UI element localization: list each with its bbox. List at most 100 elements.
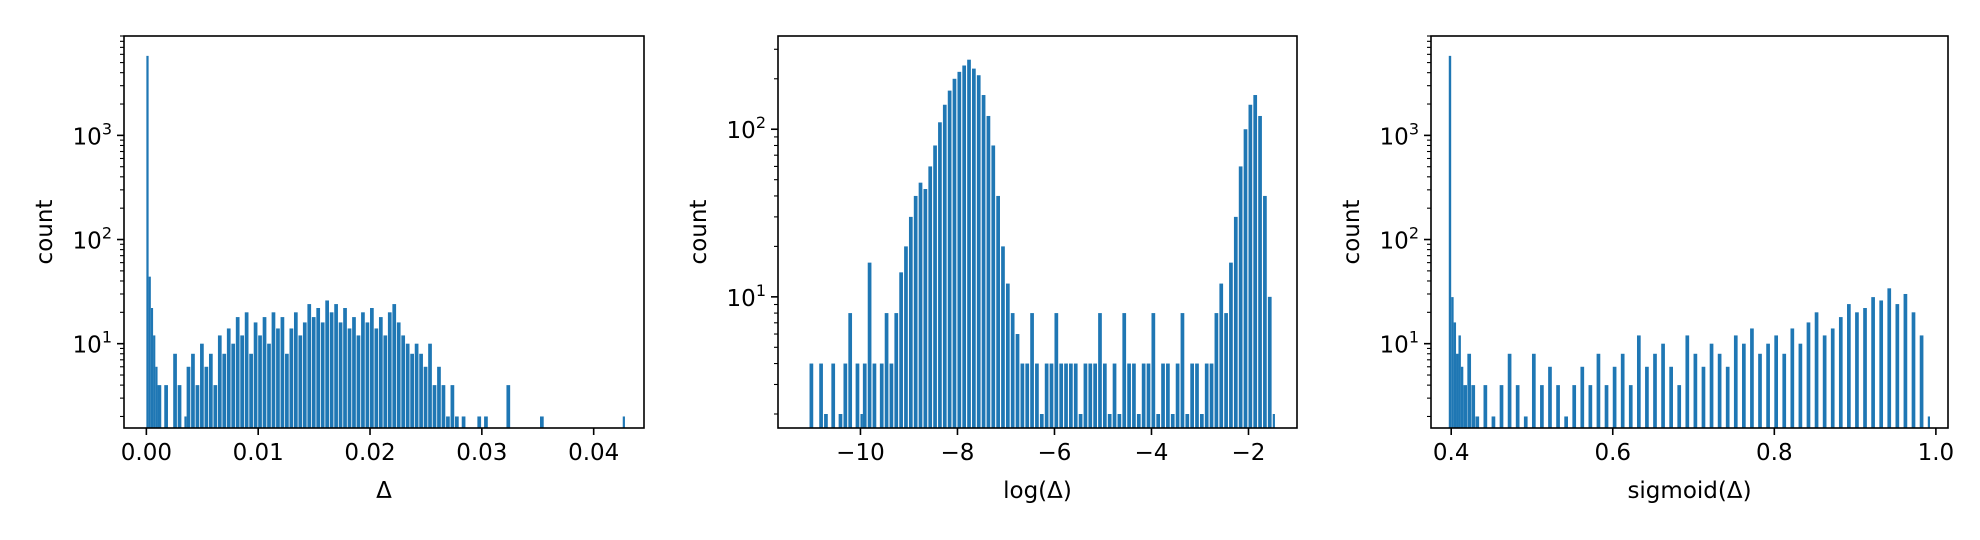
histogram-bar <box>1701 366 1706 428</box>
histogram-bar <box>1243 129 1248 428</box>
histogram-bar <box>150 308 154 428</box>
histogram-bar <box>1117 414 1122 428</box>
histogram-bar <box>622 416 625 428</box>
histogram-bar <box>298 335 303 428</box>
histogram-bar <box>258 335 262 428</box>
histogram-bar <box>1830 328 1835 428</box>
histogram-bar <box>1556 385 1560 428</box>
histogram-bar <box>1078 414 1083 428</box>
y-tick-label: 103 <box>73 119 112 150</box>
histogram-bar <box>1919 335 1924 428</box>
histogram-bar <box>1685 335 1690 428</box>
histogram-bar <box>1733 335 1738 428</box>
histogram-bar <box>862 363 867 428</box>
histogram-bar <box>186 366 191 428</box>
histogram-bar <box>410 353 414 428</box>
histogram-bar <box>1871 297 1875 428</box>
histogram-bar <box>908 216 913 428</box>
histogram-bar <box>867 262 872 428</box>
histogram-bar <box>307 304 312 428</box>
histogram-bar <box>1903 293 1908 428</box>
histogram-bars <box>146 55 625 428</box>
axes-frame <box>123 35 645 429</box>
histogram-bar <box>894 313 899 428</box>
histogram-bar <box>396 322 401 428</box>
histogram-bar <box>1180 313 1185 428</box>
histogram-bar <box>1838 317 1843 428</box>
histogram-bar <box>938 122 942 428</box>
histogram-bar <box>262 317 267 428</box>
histogram-bar <box>1448 55 1452 428</box>
x-tick-label: −4 <box>1135 440 1169 466</box>
histogram-bar <box>387 312 392 428</box>
histogram-bar <box>1523 416 1528 428</box>
y-axis-label: count <box>1339 200 1365 265</box>
histogram-bar <box>879 363 884 428</box>
histogram-bar <box>1064 363 1068 428</box>
histogram-bar <box>231 343 236 428</box>
x-tick-label: −6 <box>1038 440 1072 466</box>
histogram-bar <box>1717 353 1722 428</box>
histogram-bars <box>809 59 1275 428</box>
histogram-bar <box>1564 416 1568 428</box>
histogram-bar <box>1782 353 1787 428</box>
histogram-bar <box>1814 312 1819 428</box>
y-tick-label: 102 <box>727 113 766 144</box>
y-tick-label: 101 <box>1380 328 1419 359</box>
histogram-bar <box>213 385 218 428</box>
histogram-bar <box>455 416 459 428</box>
histogram-bar <box>1467 353 1472 428</box>
histogram-bar <box>414 343 419 428</box>
histogram-bar <box>1083 363 1088 428</box>
histogram-bar <box>343 308 347 428</box>
histogram-bar <box>352 317 356 428</box>
histogram-bar <box>1088 363 1093 428</box>
histogram-bar <box>899 272 903 428</box>
histogram-bar <box>918 182 923 428</box>
histogram-bar <box>153 335 156 428</box>
histogram-bar <box>1847 304 1851 428</box>
histogram-bar <box>235 317 240 428</box>
x-tick-label: −2 <box>1232 440 1266 466</box>
x-tick-label: 0.03 <box>456 440 507 466</box>
histogram-bar <box>222 353 227 428</box>
histogram-bar <box>1272 414 1275 428</box>
histogram-bar <box>1491 416 1496 428</box>
histogram-bar <box>1855 312 1859 428</box>
histogram-bar <box>285 353 289 428</box>
histogram-bar <box>986 115 991 428</box>
histogram-bar <box>191 353 195 428</box>
histogram-bar <box>177 385 182 428</box>
histogram-bar <box>316 308 321 428</box>
histogram-bar <box>419 353 423 428</box>
histogram-bar <box>1758 353 1762 428</box>
histogram-bar <box>1054 313 1059 428</box>
histogram-bar <box>1483 385 1488 428</box>
histogram-bar <box>302 322 307 428</box>
histogram-bar <box>1049 363 1054 428</box>
histogram-bar <box>967 59 971 428</box>
histogram-bar <box>843 363 848 428</box>
histogram-bar <box>1025 363 1030 428</box>
histogram-bar <box>1166 363 1170 428</box>
histogram-bar <box>1572 385 1577 428</box>
histogram-bar <box>996 195 1000 428</box>
histogram-bar <box>423 366 428 428</box>
x-tick-label: 0.4 <box>1433 440 1470 466</box>
histogram-bar <box>1620 353 1625 428</box>
y-tick-label: 103 <box>1380 119 1419 150</box>
x-axis-label: sigmoid(Δ) <box>1627 478 1751 504</box>
histogram-bar <box>1628 385 1633 428</box>
chart-panel-2: −10 −8 −6 −4 −2 102 101 log(Δ) count <box>686 35 1298 504</box>
histogram-bar <box>1161 363 1165 428</box>
histogram-bar <box>933 145 937 428</box>
histogram-bar <box>1887 288 1892 428</box>
x-tick-label: −10 <box>836 440 885 466</box>
histogram-bar <box>173 353 177 428</box>
histogram-bar <box>204 366 209 428</box>
histogram-bar <box>1750 328 1754 428</box>
histogram-bar <box>1156 414 1161 428</box>
histogram-bar <box>1267 296 1272 428</box>
